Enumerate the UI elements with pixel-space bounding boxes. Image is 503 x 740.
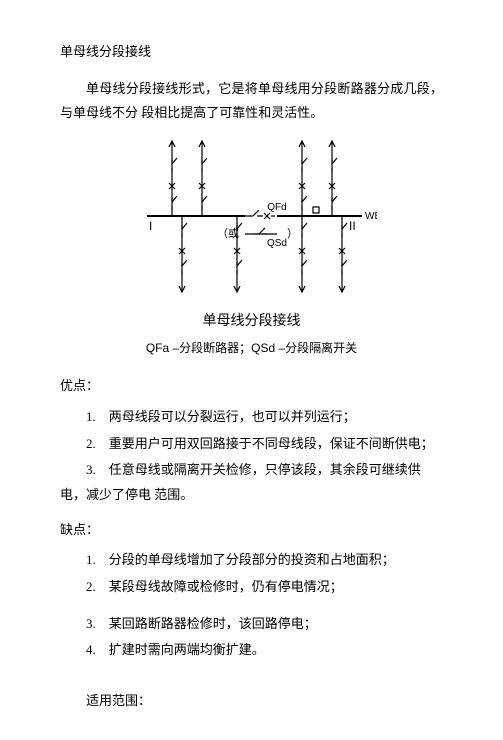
list-item: 4. 扩建时需向两端均衡扩建。 [60, 638, 443, 663]
blank-line [60, 602, 443, 612]
list-item: 2. 某段母线故障或检修时，仍有停电情况； [60, 575, 443, 600]
svg-text:（或: （或 [217, 227, 239, 240]
advantages-heading: 优点： [60, 374, 443, 399]
disadvantages-list: 1. 分段的单母线增加了分段部分的投资和占地面积； 2. 某段母线故障或检修时，… [60, 548, 443, 663]
bus-diagram: IIIWBQFd（或QSd） [127, 136, 377, 305]
diagram-caption-legend: QFa –分段断路器；QSd –分段隔离开关 [60, 337, 443, 360]
svg-text:QFd: QFd [267, 202, 286, 213]
list-item: 3. 某回路断路器检修时，该回路停电； [60, 612, 443, 637]
blank-line [60, 669, 443, 679]
list-item: 3. 任意母线或隔离开关检修，只停该段，其余段可继续供电，减少了停电 范围。 [60, 458, 443, 507]
svg-text:QSd: QSd [266, 238, 286, 249]
list-item: 1. 两母线段可以分裂运行，也可以并列运行； [60, 405, 443, 430]
diagram-container: IIIWBQFd（或QSd） [60, 136, 443, 305]
svg-text:WB: WB [365, 211, 377, 222]
disadvantages-heading: 缺点： [60, 518, 443, 543]
page-title: 单母线分段接线 [60, 40, 443, 65]
diagram-caption-title: 单母线分段接线 [60, 309, 443, 336]
svg-text:）: ） [287, 227, 298, 240]
advantages-list: 1. 两母线段可以分裂运行，也可以并列运行； 2. 重要用户可用双回路接于不同母… [60, 405, 443, 508]
svg-text:I: I [149, 219, 152, 233]
document-page: 单母线分段接线 单母线分段接线形式，它是将单母线用分段断路器分成几段，与单母线不… [0, 0, 503, 740]
intro-paragraph: 单母线分段接线形式，它是将单母线用分段断路器分成几段，与单母线不分 段相比提高了… [60, 77, 443, 126]
scope-heading: 适用范围： [60, 689, 443, 714]
list-item: 2. 重要用户可用双回路接于不同母线段，保证不间断供电； [60, 432, 443, 457]
list-item: 1. 分段的单母线增加了分段部分的投资和占地面积； [60, 548, 443, 573]
svg-text:II: II [349, 219, 356, 233]
